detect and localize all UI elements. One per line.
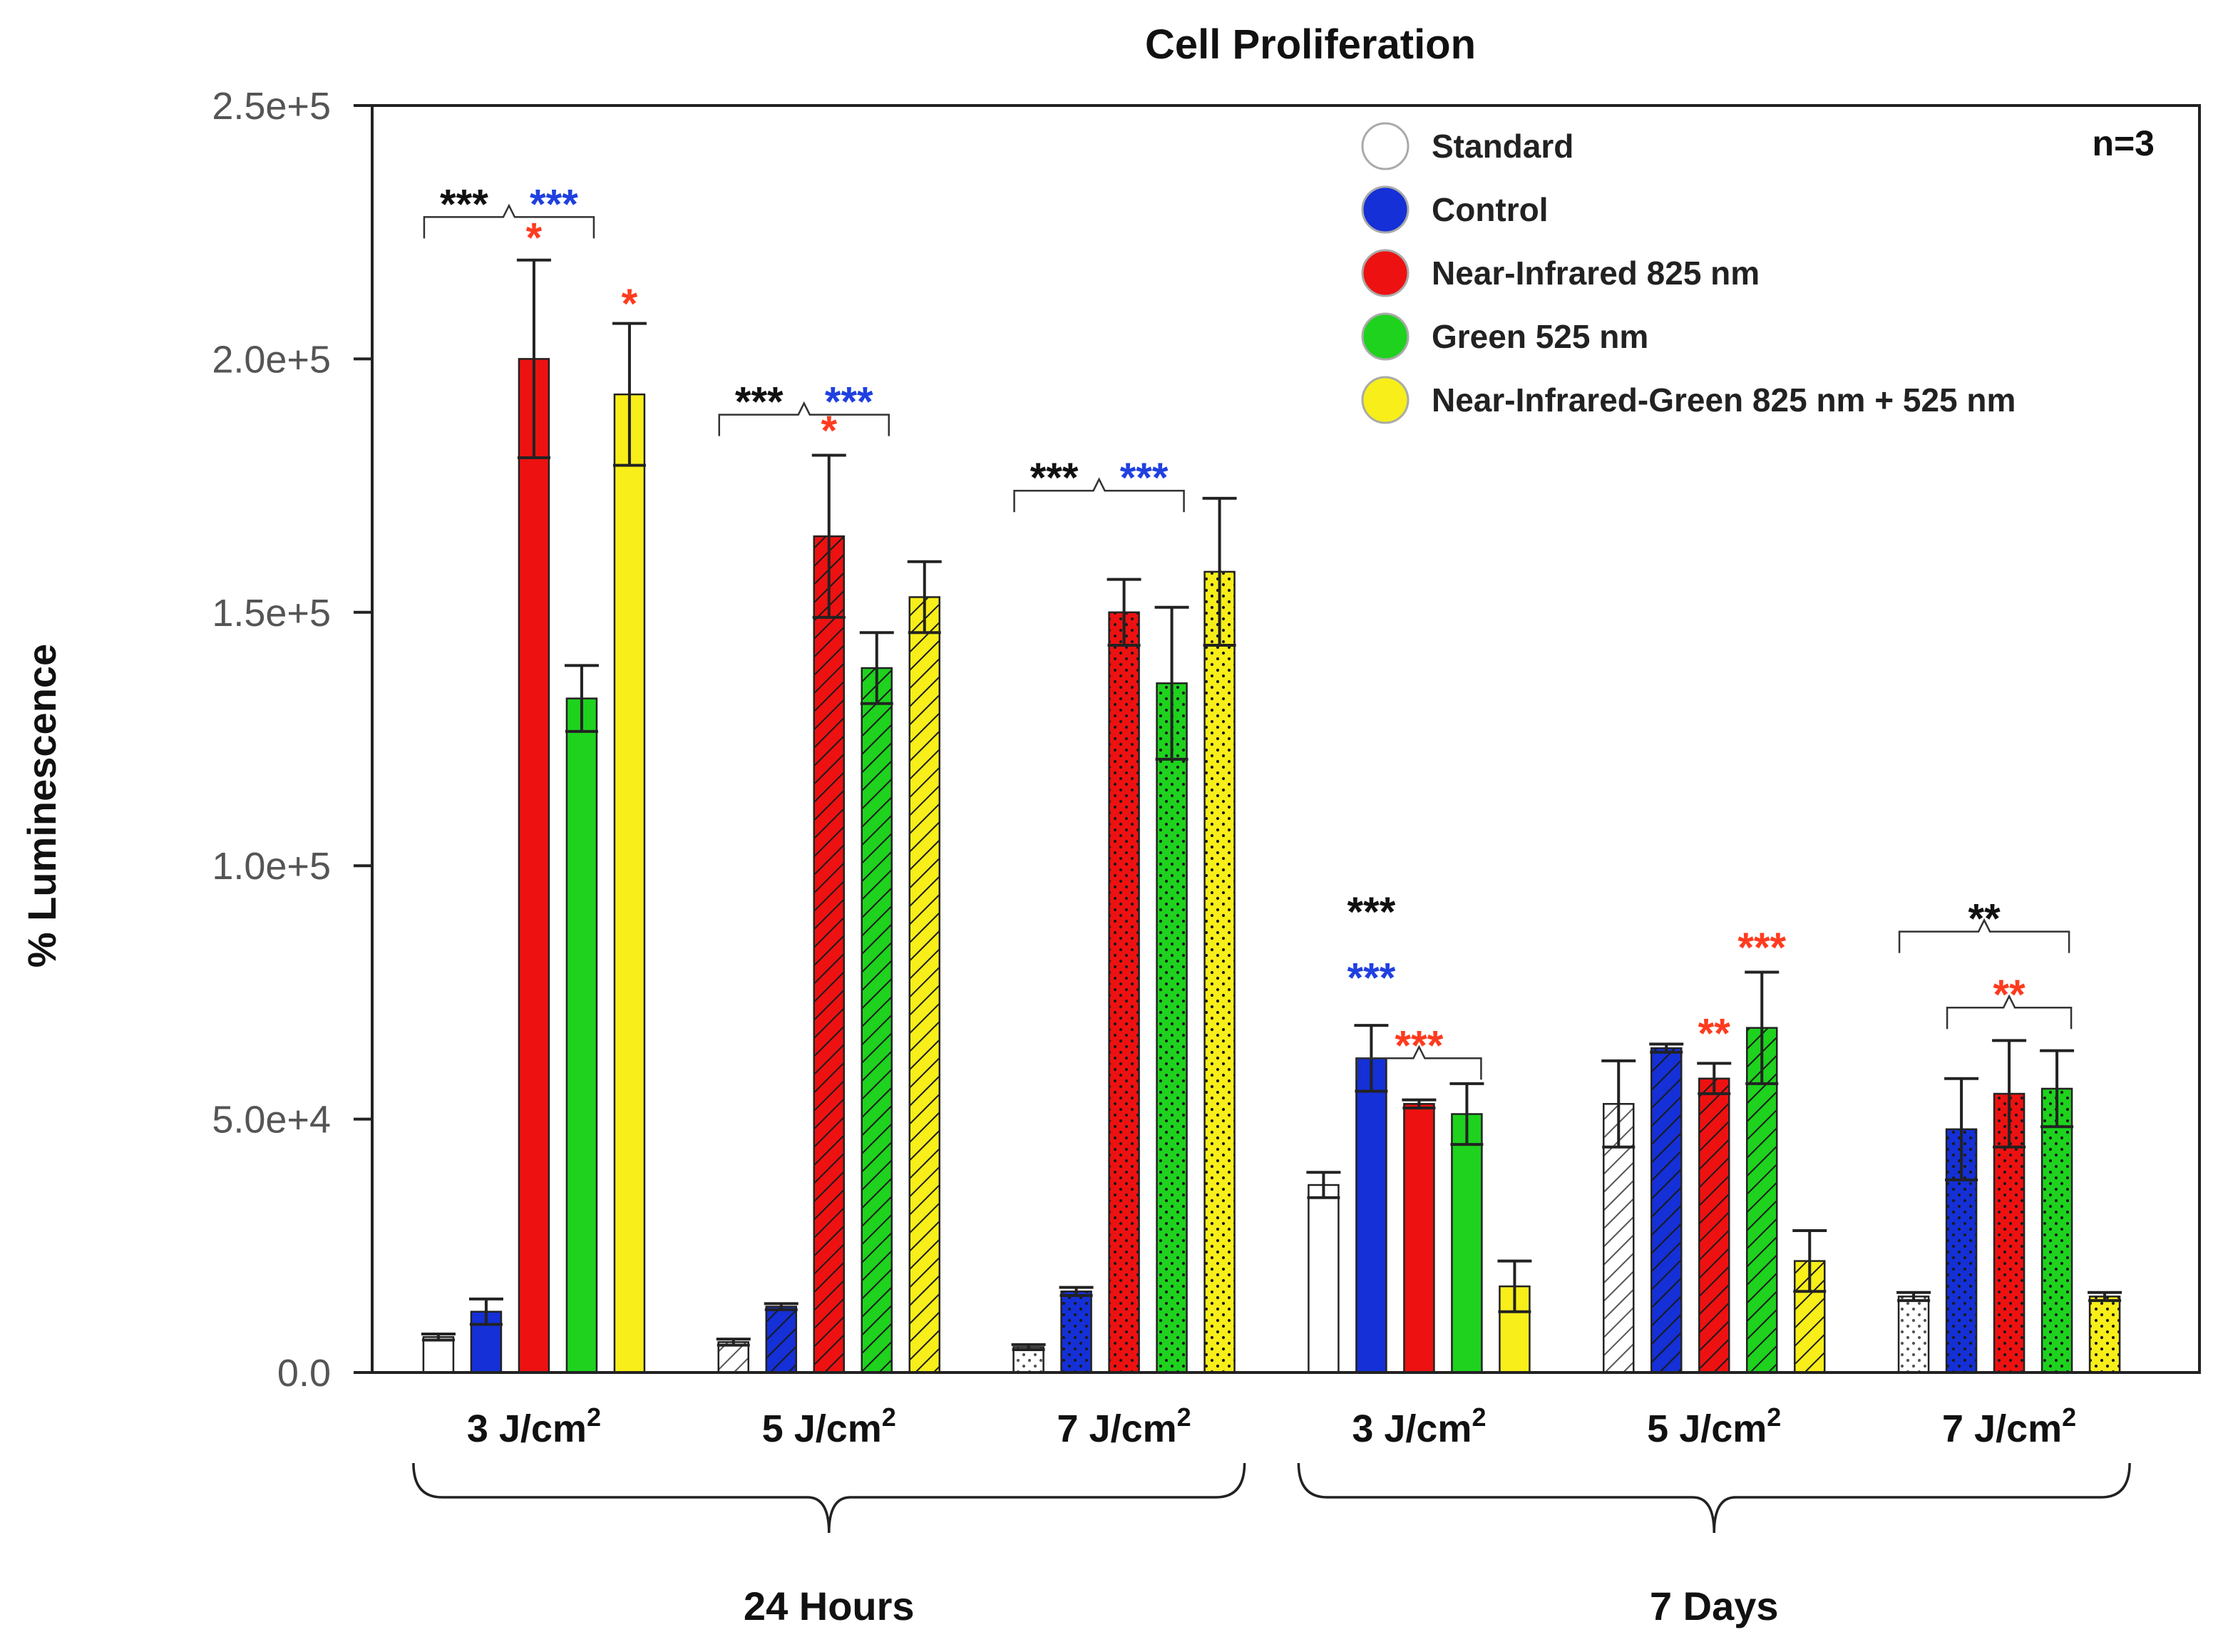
group-label: 24 Hours (744, 1584, 915, 1628)
bar-2-4 (1203, 570, 1236, 1374)
significance-marker: *** (825, 379, 873, 426)
category-label: 3 J/cm2 (1352, 1402, 1486, 1450)
bar-1-0 (717, 1341, 749, 1374)
bar-0-4 (613, 393, 646, 1374)
significance-marker: *** (1120, 455, 1169, 501)
group-brace (412, 1462, 1246, 1534)
bar-2-2 (1108, 611, 1140, 1374)
legend-label: Green 525 nm (1432, 318, 1648, 355)
significance-bracket (423, 203, 595, 239)
significance-marker: *** (440, 181, 488, 227)
y-tick-label: 2.0e+5 (212, 338, 331, 381)
bar-5-3 (2040, 1087, 2073, 1374)
bar-0-2 (518, 358, 550, 1374)
significance-marker: * (526, 215, 543, 262)
bar-2-3 (1156, 682, 1188, 1374)
bar-0-3 (565, 697, 598, 1374)
bar-5-1 (1945, 1128, 1978, 1374)
significance-marker: ** (1968, 896, 2001, 943)
bar-1-2 (813, 535, 845, 1374)
significance-bracket (1013, 477, 1185, 513)
bar-1-3 (861, 667, 893, 1374)
category-label: 7 J/cm2 (1942, 1402, 2076, 1450)
category-label: 7 J/cm2 (1057, 1402, 1191, 1450)
legend-label: Standard (1432, 128, 1573, 165)
bar-3-0 (1308, 1184, 1340, 1374)
significance-marker: *** (1395, 1022, 1444, 1069)
legend-marker (1361, 185, 1410, 234)
legend-marker (1361, 312, 1410, 361)
bar-3-1 (1355, 1057, 1387, 1374)
significance-marker: *** (530, 181, 578, 227)
category-label: 5 J/cm2 (1647, 1402, 1781, 1450)
bar-4-3 (1746, 1027, 1778, 1374)
y-tick-label: 5.0e+4 (212, 1099, 331, 1141)
y-tick-label: 0.0 (277, 1352, 331, 1395)
significance-marker: *** (1030, 455, 1079, 501)
plot-frame (371, 104, 2201, 1374)
significance-marker: ** (1993, 972, 2026, 1018)
bar-4-0 (1603, 1103, 1635, 1374)
bar-0-0 (422, 1335, 455, 1374)
legend-label: Near-Infrared 825 nm (1432, 255, 1760, 292)
bar-4-1 (1650, 1047, 1683, 1374)
sample-size-note: n=3 (2092, 123, 2155, 163)
legend-marker (1361, 249, 1410, 297)
significance-marker: *** (735, 379, 784, 426)
significance-bracket (1946, 994, 2073, 1030)
category-label: 5 J/cm2 (762, 1402, 896, 1450)
chart-title: Cell Proliferation (1145, 21, 1476, 68)
y-tick-label: 1.0e+5 (212, 845, 331, 888)
bar-4-2 (1698, 1077, 1730, 1374)
legend-label: Control (1432, 191, 1549, 228)
legend-marker (1361, 376, 1410, 424)
significance-marker: *** (1347, 955, 1396, 1001)
significance-marker: ** (1698, 1011, 1731, 1057)
significance-bracket (1356, 1045, 1482, 1080)
bar-5-4 (2088, 1296, 2121, 1374)
category-label: 3 J/cm2 (467, 1402, 601, 1450)
group-label: 7 Days (1650, 1584, 1779, 1628)
significance-marker: * (622, 281, 638, 327)
y-tick-label: 2.5e+5 (212, 85, 331, 128)
significance-marker: *** (1347, 889, 1396, 935)
bar-1-4 (908, 596, 940, 1374)
bar-5-0 (1897, 1296, 1930, 1374)
significance-bracket (1898, 918, 2070, 953)
group-brace (1297, 1462, 2131, 1534)
bar-1-1 (765, 1305, 797, 1374)
significance-marker: * (821, 408, 837, 454)
bar-3-2 (1403, 1103, 1435, 1374)
significance-bracket (718, 401, 890, 436)
legend-marker (1361, 122, 1410, 170)
legend-label: Near-Infrared-Green 825 nm + 525 nm (1432, 381, 2016, 419)
y-axis-label: % Luminescence (19, 644, 64, 968)
bar-3-3 (1451, 1113, 1483, 1374)
y-tick-label: 1.5e+5 (212, 592, 331, 635)
bar-2-1 (1060, 1291, 1092, 1374)
significance-marker: *** (1737, 925, 1786, 971)
